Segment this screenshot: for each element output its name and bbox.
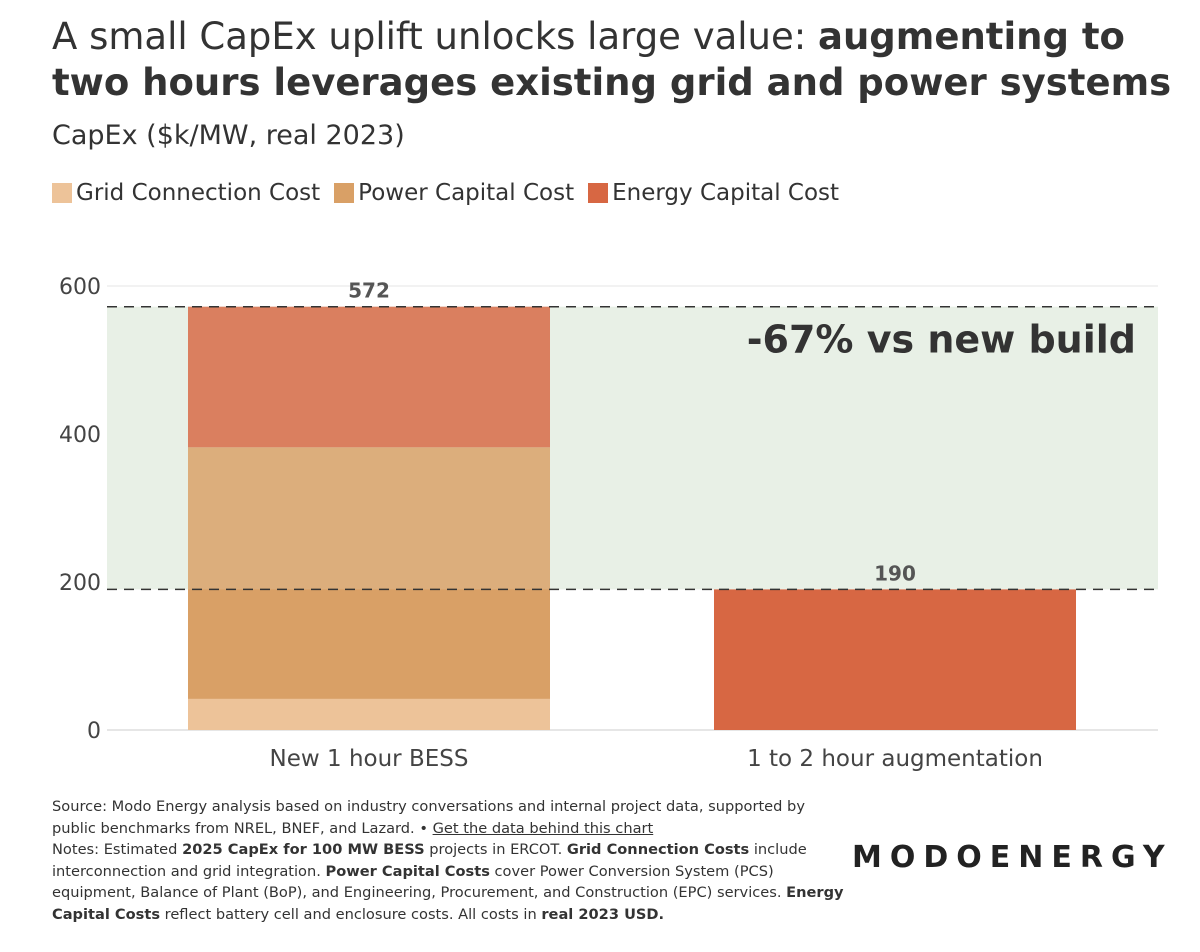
modo-energy-logo: MODOENERGY — [852, 840, 1173, 875]
y-tick-label: 200 — [59, 571, 101, 596]
legend-item-grid-connection: Grid Connection Cost — [52, 180, 320, 206]
legend-label: Power Capital Cost — [358, 180, 575, 206]
y-tick-label: 400 — [59, 423, 101, 448]
legend-item-energy-capital: Energy Capital Cost — [588, 180, 839, 206]
chart-title: A small CapEx uplift unlocks large value… — [52, 14, 1172, 106]
bar-total-label: 190 — [874, 561, 916, 585]
title-light: A small CapEx uplift unlocks large value… — [52, 15, 818, 58]
y-tick-label: 0 — [87, 719, 101, 744]
x-category-label: New 1 hour BESS — [270, 746, 469, 772]
notes-bold: Power Capital Costs — [325, 862, 490, 880]
title-bold: augmenting to two hours leverages existi… — [52, 15, 1172, 104]
notes-bold: real 2023 USD. — [541, 905, 665, 923]
legend-swatch — [334, 183, 355, 203]
notes-text: Notes: Estimated — [52, 841, 183, 858]
notes-text: include interconnection and grid integra… — [52, 841, 807, 880]
legend-label: Grid Connection Cost — [76, 180, 321, 206]
reduction-annotation: -67% vs new build — [747, 318, 1136, 362]
bar-segment — [188, 698, 550, 730]
notes-text: projects in ERCOT. — [424, 841, 567, 858]
bar-chart: 0 200 400 600 572 New 1 hour BESS 190 1 to 2 ho… — [59, 275, 1158, 772]
notes-bold: Grid Connection Costs — [566, 841, 750, 858]
legend: Grid Connection Cost Power Capital Cost … — [52, 180, 853, 206]
chart-subtitle: CapEx ($k/MW, real 2023) — [52, 120, 405, 151]
legend-label: Energy Capital Cost — [612, 180, 840, 206]
band-overlay — [188, 306, 550, 590]
bar-total-label: 572 — [348, 279, 390, 303]
notes-bold: 2025 CapEx for 100 MW BESS — [182, 841, 425, 858]
x-category-label: 1 to 2 hour augmentation — [747, 746, 1043, 772]
notes-text: cover Power Conversion System (PCS) equi… — [52, 862, 787, 902]
legend-swatch — [588, 183, 609, 203]
y-tick-label: 600 — [59, 275, 101, 300]
legend-item-power-capital: Power Capital Cost — [334, 180, 574, 206]
data-link[interactable]: Get the data behind this chart — [432, 819, 654, 837]
notes-bold: Energy Capital Costs — [52, 884, 844, 923]
notes-text: reflect battery cell and enclosure costs… — [160, 905, 542, 923]
bar-segment — [714, 589, 1076, 730]
bar-segment — [188, 306, 550, 448]
bar-segment — [188, 447, 550, 699]
legend-swatch — [52, 183, 72, 203]
source-text: Source: Modo Energy analysis based on in… — [52, 798, 805, 837]
footer-notes: Source: Modo Energy analysis based on in… — [52, 796, 852, 925]
